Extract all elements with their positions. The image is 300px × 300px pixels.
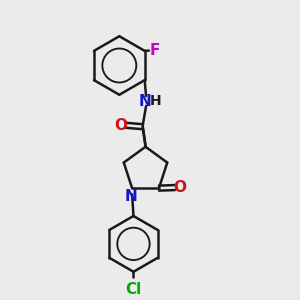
Text: N: N <box>124 189 137 204</box>
Text: Cl: Cl <box>125 282 142 297</box>
Text: H: H <box>150 94 162 108</box>
Text: O: O <box>115 118 128 133</box>
Text: O: O <box>173 180 186 195</box>
Text: N: N <box>138 94 151 109</box>
Text: F: F <box>150 43 160 58</box>
